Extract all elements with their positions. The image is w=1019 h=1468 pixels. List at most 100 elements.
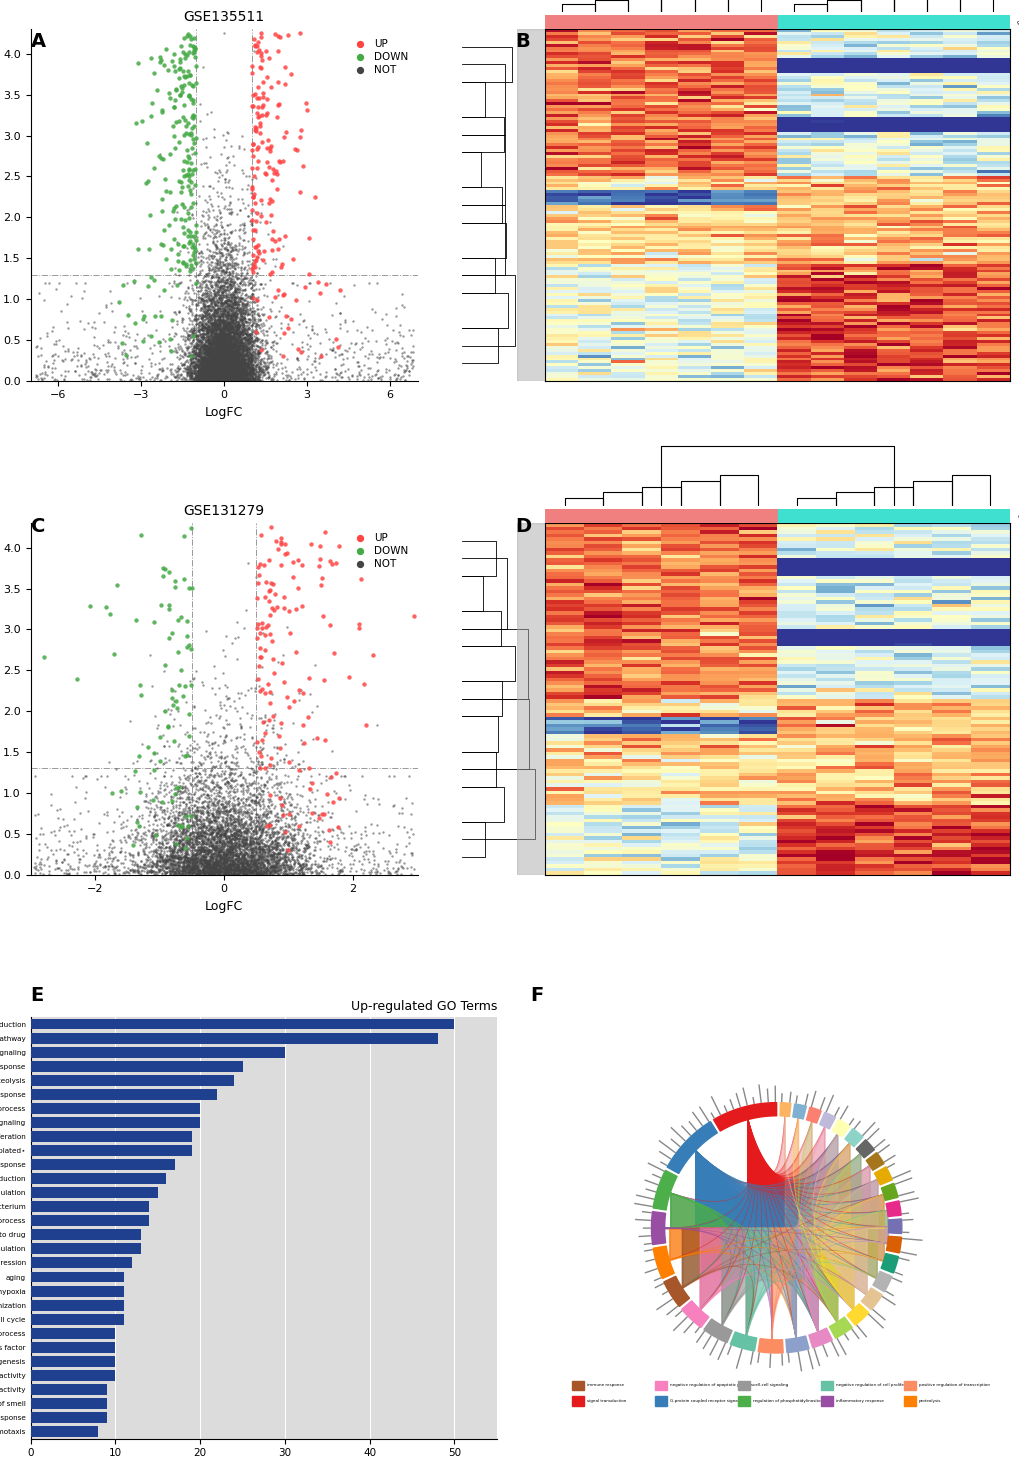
Point bbox=[213, 366, 229, 389]
Point bbox=[234, 219, 251, 242]
Point bbox=[220, 291, 236, 314]
Point bbox=[155, 233, 171, 257]
Point bbox=[228, 863, 245, 887]
Point bbox=[225, 304, 242, 327]
Point bbox=[219, 360, 235, 383]
Point bbox=[198, 352, 214, 376]
Point bbox=[206, 853, 222, 876]
Point bbox=[205, 333, 221, 357]
Point bbox=[224, 367, 240, 390]
Point bbox=[196, 270, 212, 294]
Point bbox=[209, 360, 225, 383]
Point bbox=[267, 323, 283, 346]
Point bbox=[203, 355, 219, 379]
Point bbox=[228, 850, 245, 873]
Point bbox=[234, 361, 251, 385]
Point bbox=[268, 835, 284, 859]
Point bbox=[159, 856, 175, 879]
Point bbox=[252, 834, 268, 857]
Point bbox=[238, 774, 255, 797]
Point bbox=[285, 565, 302, 589]
Point bbox=[191, 843, 207, 866]
Point bbox=[163, 843, 179, 866]
Point bbox=[218, 819, 234, 843]
Point bbox=[204, 851, 220, 875]
Point bbox=[200, 317, 216, 341]
Point bbox=[191, 319, 207, 342]
Point bbox=[162, 702, 178, 725]
Point bbox=[202, 828, 218, 851]
Point bbox=[225, 788, 242, 812]
Point bbox=[203, 351, 219, 374]
Point bbox=[224, 330, 240, 354]
Point bbox=[225, 363, 242, 386]
Point bbox=[204, 862, 220, 885]
Point bbox=[227, 354, 244, 377]
Point bbox=[181, 822, 198, 846]
Point bbox=[243, 859, 259, 882]
Point bbox=[176, 860, 193, 884]
Point bbox=[224, 323, 240, 346]
Point bbox=[234, 354, 251, 377]
Point bbox=[255, 862, 271, 885]
Point bbox=[244, 313, 260, 336]
Point bbox=[237, 368, 254, 392]
Point bbox=[233, 317, 250, 341]
Point bbox=[240, 774, 257, 797]
Point bbox=[176, 846, 193, 869]
Point bbox=[286, 835, 303, 859]
Point bbox=[196, 746, 212, 769]
Point bbox=[226, 367, 243, 390]
Point bbox=[211, 854, 227, 878]
Point bbox=[347, 837, 364, 860]
Point bbox=[187, 366, 204, 389]
Point bbox=[222, 857, 238, 881]
Point bbox=[207, 346, 223, 370]
Point bbox=[242, 349, 258, 373]
Point bbox=[232, 330, 249, 354]
Point bbox=[317, 320, 333, 344]
Point bbox=[208, 321, 224, 345]
Point bbox=[196, 851, 212, 875]
Point bbox=[268, 304, 284, 327]
Point bbox=[243, 816, 259, 840]
Point bbox=[198, 851, 214, 875]
Point bbox=[286, 831, 303, 854]
Point bbox=[223, 245, 239, 269]
Point bbox=[211, 335, 227, 358]
Point bbox=[293, 853, 310, 876]
Point bbox=[281, 857, 298, 881]
Point bbox=[110, 849, 126, 872]
Point bbox=[221, 366, 237, 389]
Point bbox=[176, 285, 193, 308]
Point bbox=[123, 857, 140, 881]
Point bbox=[191, 352, 207, 376]
Point bbox=[232, 354, 249, 377]
Point bbox=[215, 135, 231, 159]
Point bbox=[199, 352, 215, 376]
Point bbox=[173, 825, 190, 849]
Point bbox=[183, 856, 200, 879]
Bar bbox=[738, 1396, 750, 1406]
Point bbox=[259, 857, 275, 881]
Point bbox=[208, 847, 224, 871]
Point bbox=[203, 364, 219, 388]
Point bbox=[205, 803, 221, 826]
Point bbox=[202, 344, 218, 367]
Point bbox=[250, 360, 266, 383]
Point bbox=[197, 364, 213, 388]
Point bbox=[166, 195, 182, 219]
Point bbox=[164, 851, 180, 875]
Point bbox=[259, 860, 275, 884]
Point bbox=[33, 367, 49, 390]
Point bbox=[217, 323, 233, 346]
Point bbox=[199, 363, 215, 386]
Point bbox=[218, 824, 234, 847]
Point bbox=[226, 341, 243, 364]
Point bbox=[193, 286, 209, 310]
Point bbox=[170, 777, 186, 800]
Point bbox=[242, 357, 258, 380]
Point bbox=[271, 843, 287, 866]
Point bbox=[214, 368, 230, 392]
Point bbox=[200, 344, 216, 367]
